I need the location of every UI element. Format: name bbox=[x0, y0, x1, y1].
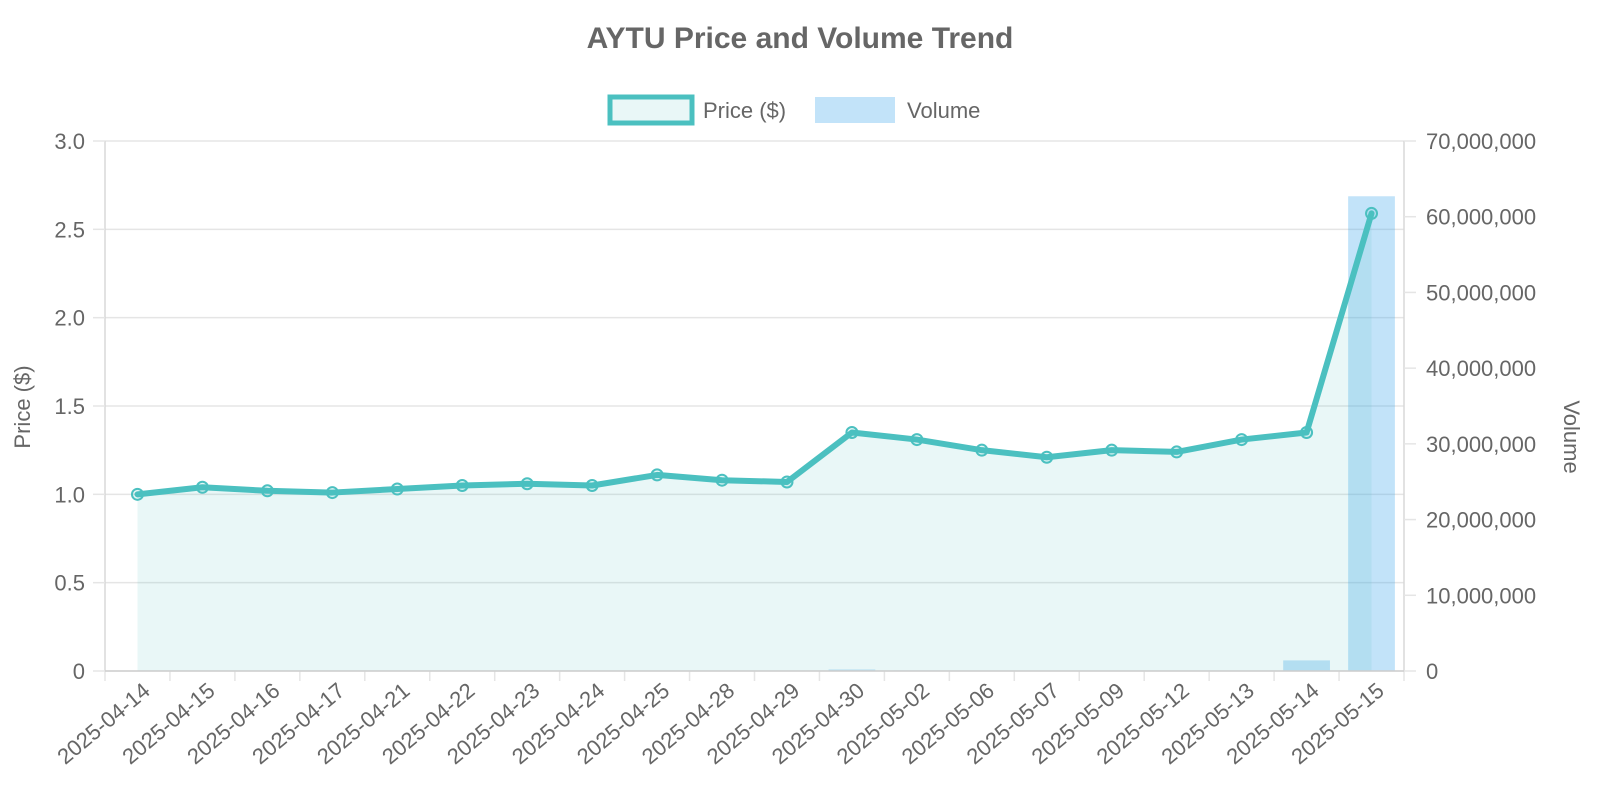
price-point[interactable] bbox=[585, 479, 599, 492]
left-tick-label: 3.0 bbox=[54, 129, 85, 154]
price-point[interactable] bbox=[195, 480, 209, 494]
price-point[interactable] bbox=[780, 475, 794, 489]
left-tick-label: 1.5 bbox=[54, 394, 85, 419]
price-line[interactable] bbox=[134, 210, 1375, 498]
right-tick-label: 40,000,000 bbox=[1426, 356, 1536, 381]
left-tick-label: 0 bbox=[73, 659, 85, 684]
legend-label-volume: Volume bbox=[907, 98, 980, 123]
price-point[interactable] bbox=[130, 487, 144, 501]
legend-item-price[interactable]: Price ($) bbox=[607, 94, 786, 126]
price-point[interactable] bbox=[650, 468, 664, 482]
left-tick-label: 0.5 bbox=[54, 571, 85, 596]
price-point[interactable] bbox=[455, 479, 469, 492]
right-tick-label: 50,000,000 bbox=[1426, 280, 1536, 305]
price-point[interactable] bbox=[1365, 206, 1379, 220]
right-tick-label: 60,000,000 bbox=[1426, 205, 1536, 230]
price-point[interactable] bbox=[325, 486, 339, 500]
left-axis-title: Price ($) bbox=[10, 365, 35, 448]
legend-swatch-price bbox=[607, 94, 695, 126]
price-point[interactable] bbox=[975, 443, 989, 457]
right-axis-title: Volume bbox=[1559, 400, 1584, 473]
right-tick-label: 70,000,000 bbox=[1426, 129, 1536, 154]
left-tick-label: 2.5 bbox=[54, 217, 85, 242]
price-point[interactable] bbox=[520, 477, 534, 491]
price-point[interactable] bbox=[1105, 443, 1119, 457]
price-point[interactable] bbox=[845, 426, 859, 439]
right-tick-label: 20,000,000 bbox=[1426, 508, 1536, 533]
price-area-fill bbox=[137, 213, 1372, 671]
left-axis-ticks: 0 0.5 1.0 1.5 2.0 2.5 3.0 bbox=[54, 129, 105, 684]
right-tick-label: 0 bbox=[1426, 659, 1438, 684]
right-tick-label: 10,000,000 bbox=[1426, 583, 1536, 608]
price-point[interactable] bbox=[715, 473, 729, 487]
price-point[interactable] bbox=[390, 482, 404, 496]
right-axis-ticks: 0 10,000,000 20,000,000 30,000,000 40,000,00… bbox=[1404, 129, 1536, 684]
volume-bar[interactable] bbox=[828, 669, 876, 671]
legend: Price ($) Volume bbox=[607, 94, 980, 126]
volume-bar[interactable] bbox=[1283, 660, 1330, 671]
left-tick-label: 2.0 bbox=[54, 306, 85, 331]
price-point[interactable] bbox=[910, 433, 924, 447]
price-points bbox=[130, 206, 1379, 501]
price-point[interactable] bbox=[1300, 426, 1314, 439]
price-point[interactable] bbox=[1235, 433, 1249, 447]
price-point[interactable] bbox=[260, 484, 274, 498]
price-point[interactable] bbox=[1040, 450, 1054, 464]
price-point[interactable] bbox=[1170, 445, 1184, 459]
price-area bbox=[137, 213, 1372, 671]
x-axis-ticks: 2025-04-142025-04-152025-04-162025-04-17… bbox=[52, 678, 1388, 769]
left-tick-label: 1.0 bbox=[54, 482, 85, 507]
price-line-layer bbox=[134, 210, 1375, 498]
legend-swatch-volume bbox=[815, 97, 895, 123]
chart-title: AYTU Price and Volume Trend bbox=[587, 22, 1014, 55]
legend-item-volume[interactable]: Volume bbox=[815, 97, 980, 123]
right-tick-label: 30,000,000 bbox=[1426, 432, 1536, 457]
legend-label-price: Price ($) bbox=[703, 98, 786, 123]
